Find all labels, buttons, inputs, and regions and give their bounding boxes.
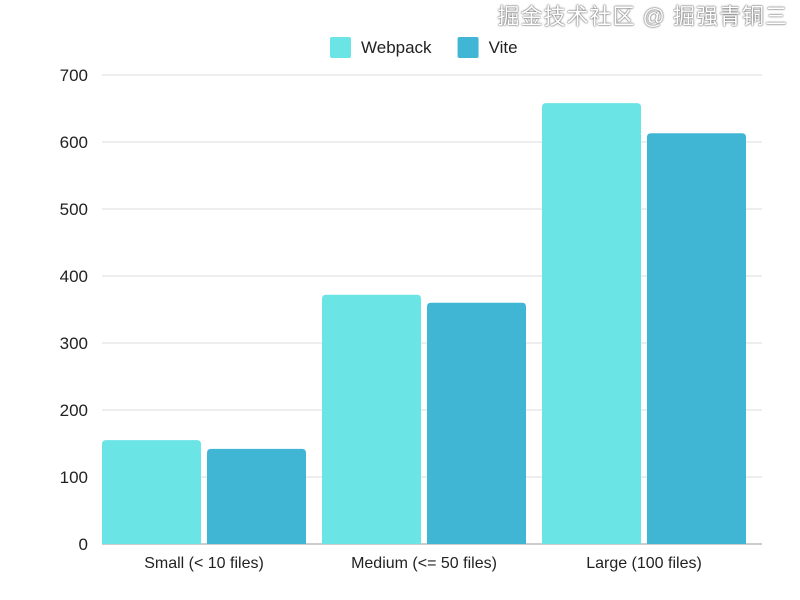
legend-swatch-vite bbox=[457, 37, 479, 58]
y-tick-label: 500 bbox=[60, 200, 88, 219]
y-tick-label: 400 bbox=[60, 267, 88, 286]
y-tick-label: 200 bbox=[60, 401, 88, 420]
bar-webpack bbox=[322, 294, 421, 544]
bar-vite bbox=[207, 448, 306, 544]
bar-webpack bbox=[102, 440, 201, 544]
y-tick-label: 100 bbox=[60, 468, 88, 487]
x-tick-label: Medium (<= 50 files) bbox=[351, 555, 497, 572]
legend-swatch-webpack bbox=[330, 37, 351, 58]
y-tick-label: 600 bbox=[60, 133, 88, 152]
bar-vite bbox=[647, 133, 746, 545]
legend-label: Webpack bbox=[361, 38, 432, 57]
y-tick-label: 300 bbox=[60, 334, 88, 353]
bar-vite bbox=[427, 302, 526, 544]
y-tick-label: 0 bbox=[79, 535, 88, 554]
legend-label: Vite bbox=[489, 38, 518, 57]
x-tick-label: Large (100 files) bbox=[586, 555, 702, 572]
bar-webpack bbox=[542, 103, 641, 544]
watermark: 掘金技术社区 @ 掘强青铜三 bbox=[497, 4, 788, 29]
y-tick-label: 700 bbox=[60, 66, 88, 85]
x-tick-label: Small (< 10 files) bbox=[144, 555, 264, 572]
